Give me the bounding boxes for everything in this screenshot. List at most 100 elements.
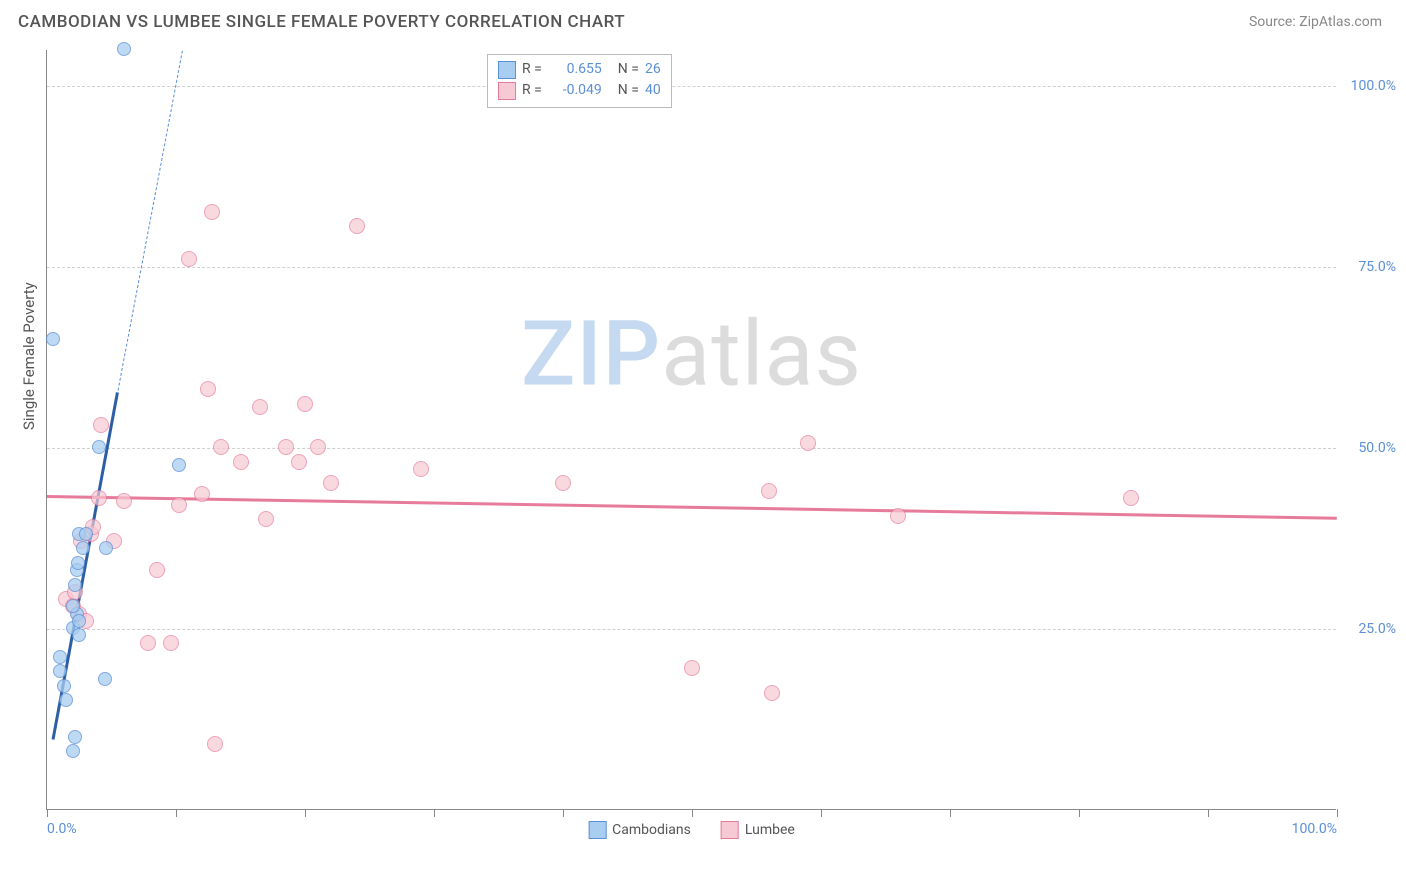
data-point [297, 396, 313, 412]
legend-r-prefix: R = [522, 80, 542, 101]
data-point [194, 486, 210, 502]
legend-n-prefix: N = [618, 80, 639, 101]
data-point [76, 541, 90, 555]
data-point [323, 475, 339, 491]
y-axis-title: Single Female Poverty [20, 282, 38, 430]
data-point [163, 635, 179, 651]
legend-item: Cambodians [588, 821, 691, 839]
x-tick [563, 809, 564, 817]
legend-swatch [498, 82, 516, 100]
x-tick [434, 809, 435, 817]
data-point [207, 736, 223, 752]
y-tick-label: 50.0% [1358, 440, 1396, 456]
scatter-chart: ZIPatlas 25.0%50.0%75.0%100.0%0.0%100.0%… [46, 50, 1336, 810]
legend-n-value: 40 [645, 80, 661, 101]
legend-label: Cambodians [612, 822, 691, 838]
data-point [252, 399, 268, 415]
x-tick [176, 809, 177, 817]
x-tick [1337, 809, 1338, 817]
data-point [72, 628, 86, 642]
data-point [1123, 490, 1139, 506]
data-point [349, 218, 365, 234]
data-point [117, 42, 131, 56]
data-point [149, 562, 165, 578]
legend-r-prefix: R = [522, 59, 542, 80]
data-point [310, 439, 326, 455]
data-point [258, 511, 274, 527]
x-tick [1079, 809, 1080, 817]
legend-row: R = 0.655 N = 26 [498, 59, 661, 80]
y-tick-label: 75.0% [1358, 259, 1396, 275]
x-tick [950, 809, 951, 817]
data-point [46, 332, 60, 346]
data-point [53, 650, 67, 664]
data-point [59, 693, 73, 707]
x-tick [305, 809, 306, 817]
data-point [764, 685, 780, 701]
watermark: ZIPatlas [521, 301, 862, 406]
data-point [171, 497, 187, 513]
data-point [555, 475, 571, 491]
data-point [92, 440, 106, 454]
data-point [233, 454, 249, 470]
data-point [890, 508, 906, 524]
legend-row: R = -0.049 N = 40 [498, 80, 661, 101]
trend-line-dashed [117, 50, 182, 390]
source-label: Source: ZipAtlas.com [1249, 14, 1382, 30]
x-tick-label: 0.0% [47, 821, 77, 837]
data-point [57, 679, 71, 693]
y-tick-label: 25.0% [1358, 621, 1396, 637]
data-point [93, 417, 109, 433]
gridline-h [47, 86, 1336, 87]
data-point [66, 744, 80, 758]
y-tick-label: 100.0% [1351, 78, 1396, 94]
legend-r-value: -0.049 [548, 80, 602, 101]
legend-swatch [498, 61, 516, 79]
legend-swatch [721, 821, 739, 839]
gridline-h [47, 629, 1336, 630]
data-point [79, 527, 93, 541]
data-point [684, 660, 700, 676]
data-point [213, 439, 229, 455]
gridline-h [47, 267, 1336, 268]
x-tick [821, 809, 822, 817]
x-tick [47, 809, 48, 817]
legend-n-value: 26 [645, 59, 661, 80]
watermark-zip: ZIP [521, 301, 661, 406]
data-point [53, 664, 67, 678]
chart-title: CAMBODIAN VS LUMBEE SINGLE FEMALE POVERT… [18, 12, 625, 32]
data-point [98, 672, 112, 686]
data-point [140, 635, 156, 651]
data-point [413, 461, 429, 477]
data-point [291, 454, 307, 470]
data-point [68, 730, 82, 744]
data-point [204, 204, 220, 220]
data-point [99, 541, 113, 555]
data-point [761, 483, 777, 499]
data-point [66, 599, 80, 613]
legend-item: Lumbee [721, 821, 795, 839]
header: CAMBODIAN VS LUMBEE SINGLE FEMALE POVERT… [0, 0, 1406, 40]
data-point [200, 381, 216, 397]
data-point [278, 439, 294, 455]
correlation-legend: R = 0.655 N = 26 R = -0.049 N = 40 [487, 54, 672, 108]
x-tick [1208, 809, 1209, 817]
legend-swatch [588, 821, 606, 839]
data-point [72, 614, 86, 628]
data-point [91, 490, 107, 506]
data-point [172, 458, 186, 472]
x-tick [692, 809, 693, 817]
legend-label: Lumbee [745, 822, 795, 838]
trend-line [47, 495, 1337, 520]
data-point [181, 251, 197, 267]
legend-n-prefix: N = [618, 59, 639, 80]
data-point [116, 493, 132, 509]
data-point [68, 578, 82, 592]
data-point [71, 556, 85, 570]
x-tick-label: 100.0% [1292, 821, 1337, 837]
series-legend: Cambodians Lumbee [588, 821, 795, 839]
legend-r-value: 0.655 [548, 59, 602, 80]
data-point [800, 435, 816, 451]
watermark-atlas: atlas [661, 301, 862, 406]
gridline-h [47, 448, 1336, 449]
